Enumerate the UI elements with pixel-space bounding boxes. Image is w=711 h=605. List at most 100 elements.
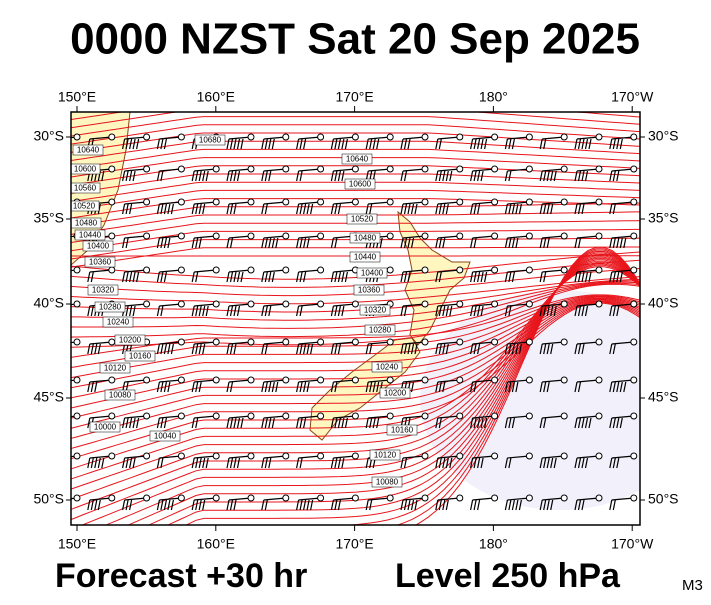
contour-label: 10360 xyxy=(358,286,381,295)
station xyxy=(283,233,289,239)
station xyxy=(213,339,219,345)
station xyxy=(144,301,150,307)
station xyxy=(422,199,428,205)
station xyxy=(561,166,567,172)
station xyxy=(561,413,567,419)
station xyxy=(561,453,567,459)
station xyxy=(144,453,150,459)
station xyxy=(387,267,393,273)
station xyxy=(457,199,463,205)
model-label: M3 xyxy=(682,577,703,594)
map-area: 1068010640106001056010520104801044010400… xyxy=(53,92,700,600)
contour-label: 10560 xyxy=(74,184,97,193)
barb-feather xyxy=(57,418,59,428)
station xyxy=(492,233,498,239)
contour-label: 10440 xyxy=(354,253,377,262)
barb-feather xyxy=(60,272,62,282)
station xyxy=(352,413,358,419)
station xyxy=(283,377,289,383)
station xyxy=(283,453,289,459)
station xyxy=(109,267,115,273)
station xyxy=(248,453,254,459)
station xyxy=(74,301,80,307)
contour-label: 10320 xyxy=(92,286,115,295)
station xyxy=(213,453,219,459)
station xyxy=(213,377,219,383)
station xyxy=(178,453,184,459)
station xyxy=(526,339,532,345)
lon-label-bottom: 180° xyxy=(479,536,508,552)
station xyxy=(178,233,184,239)
station xyxy=(283,339,289,345)
station xyxy=(526,267,532,273)
station xyxy=(457,339,463,345)
contour-label: 10640 xyxy=(77,146,100,155)
barb-feather xyxy=(57,344,59,354)
station xyxy=(631,413,637,419)
station xyxy=(422,495,428,501)
station xyxy=(318,453,324,459)
station xyxy=(631,267,637,273)
station xyxy=(109,233,115,239)
station xyxy=(422,134,428,140)
station xyxy=(596,413,602,419)
level-label: Level 250 hPa xyxy=(395,557,621,595)
station xyxy=(596,199,602,205)
station xyxy=(248,199,254,205)
barb-feather xyxy=(64,344,66,354)
station xyxy=(526,166,532,172)
station xyxy=(178,413,184,419)
station xyxy=(492,495,498,501)
station xyxy=(283,267,289,273)
station xyxy=(144,233,150,239)
station xyxy=(248,301,254,307)
station xyxy=(561,495,567,501)
station xyxy=(109,199,115,205)
station xyxy=(387,377,393,383)
station xyxy=(631,377,637,383)
station xyxy=(492,413,498,419)
station xyxy=(248,495,254,501)
station xyxy=(352,495,358,501)
contour-label: 10600 xyxy=(74,165,97,174)
station xyxy=(457,267,463,273)
lon-label-top: 180° xyxy=(479,89,508,105)
station xyxy=(492,166,498,172)
lat-label-right: 40°S xyxy=(648,295,679,311)
station xyxy=(74,377,80,383)
barb-feather xyxy=(67,204,69,214)
lon-label-bottom: 150°E xyxy=(58,536,96,552)
contour-label: 10040 xyxy=(154,432,177,441)
station xyxy=(631,199,637,205)
station xyxy=(457,166,463,172)
station xyxy=(352,199,358,205)
barb-feather xyxy=(60,344,62,354)
contour-label: 10280 xyxy=(369,326,392,335)
barb-feather xyxy=(53,272,55,282)
lon-label-top: 170°E xyxy=(335,89,373,105)
station xyxy=(422,453,428,459)
station xyxy=(178,495,184,501)
station xyxy=(457,413,463,419)
lat-label-left: 45°S xyxy=(33,389,64,405)
station xyxy=(561,199,567,205)
station xyxy=(178,377,184,383)
barb-feather xyxy=(57,272,59,282)
station xyxy=(74,134,80,140)
station xyxy=(318,339,324,345)
station xyxy=(318,495,324,501)
contour-label: 10520 xyxy=(351,215,374,224)
station xyxy=(492,453,498,459)
station xyxy=(596,495,602,501)
title: 0000 NZST Sat 20 Sep 2025 xyxy=(70,15,640,64)
station xyxy=(213,413,219,419)
station xyxy=(213,233,219,239)
station xyxy=(144,166,150,172)
station xyxy=(178,134,184,140)
station xyxy=(561,134,567,140)
station xyxy=(457,134,463,140)
lat-label-left: 35°S xyxy=(33,210,64,226)
station xyxy=(596,377,602,383)
station xyxy=(178,267,184,273)
contour-label: 10280 xyxy=(99,303,122,312)
